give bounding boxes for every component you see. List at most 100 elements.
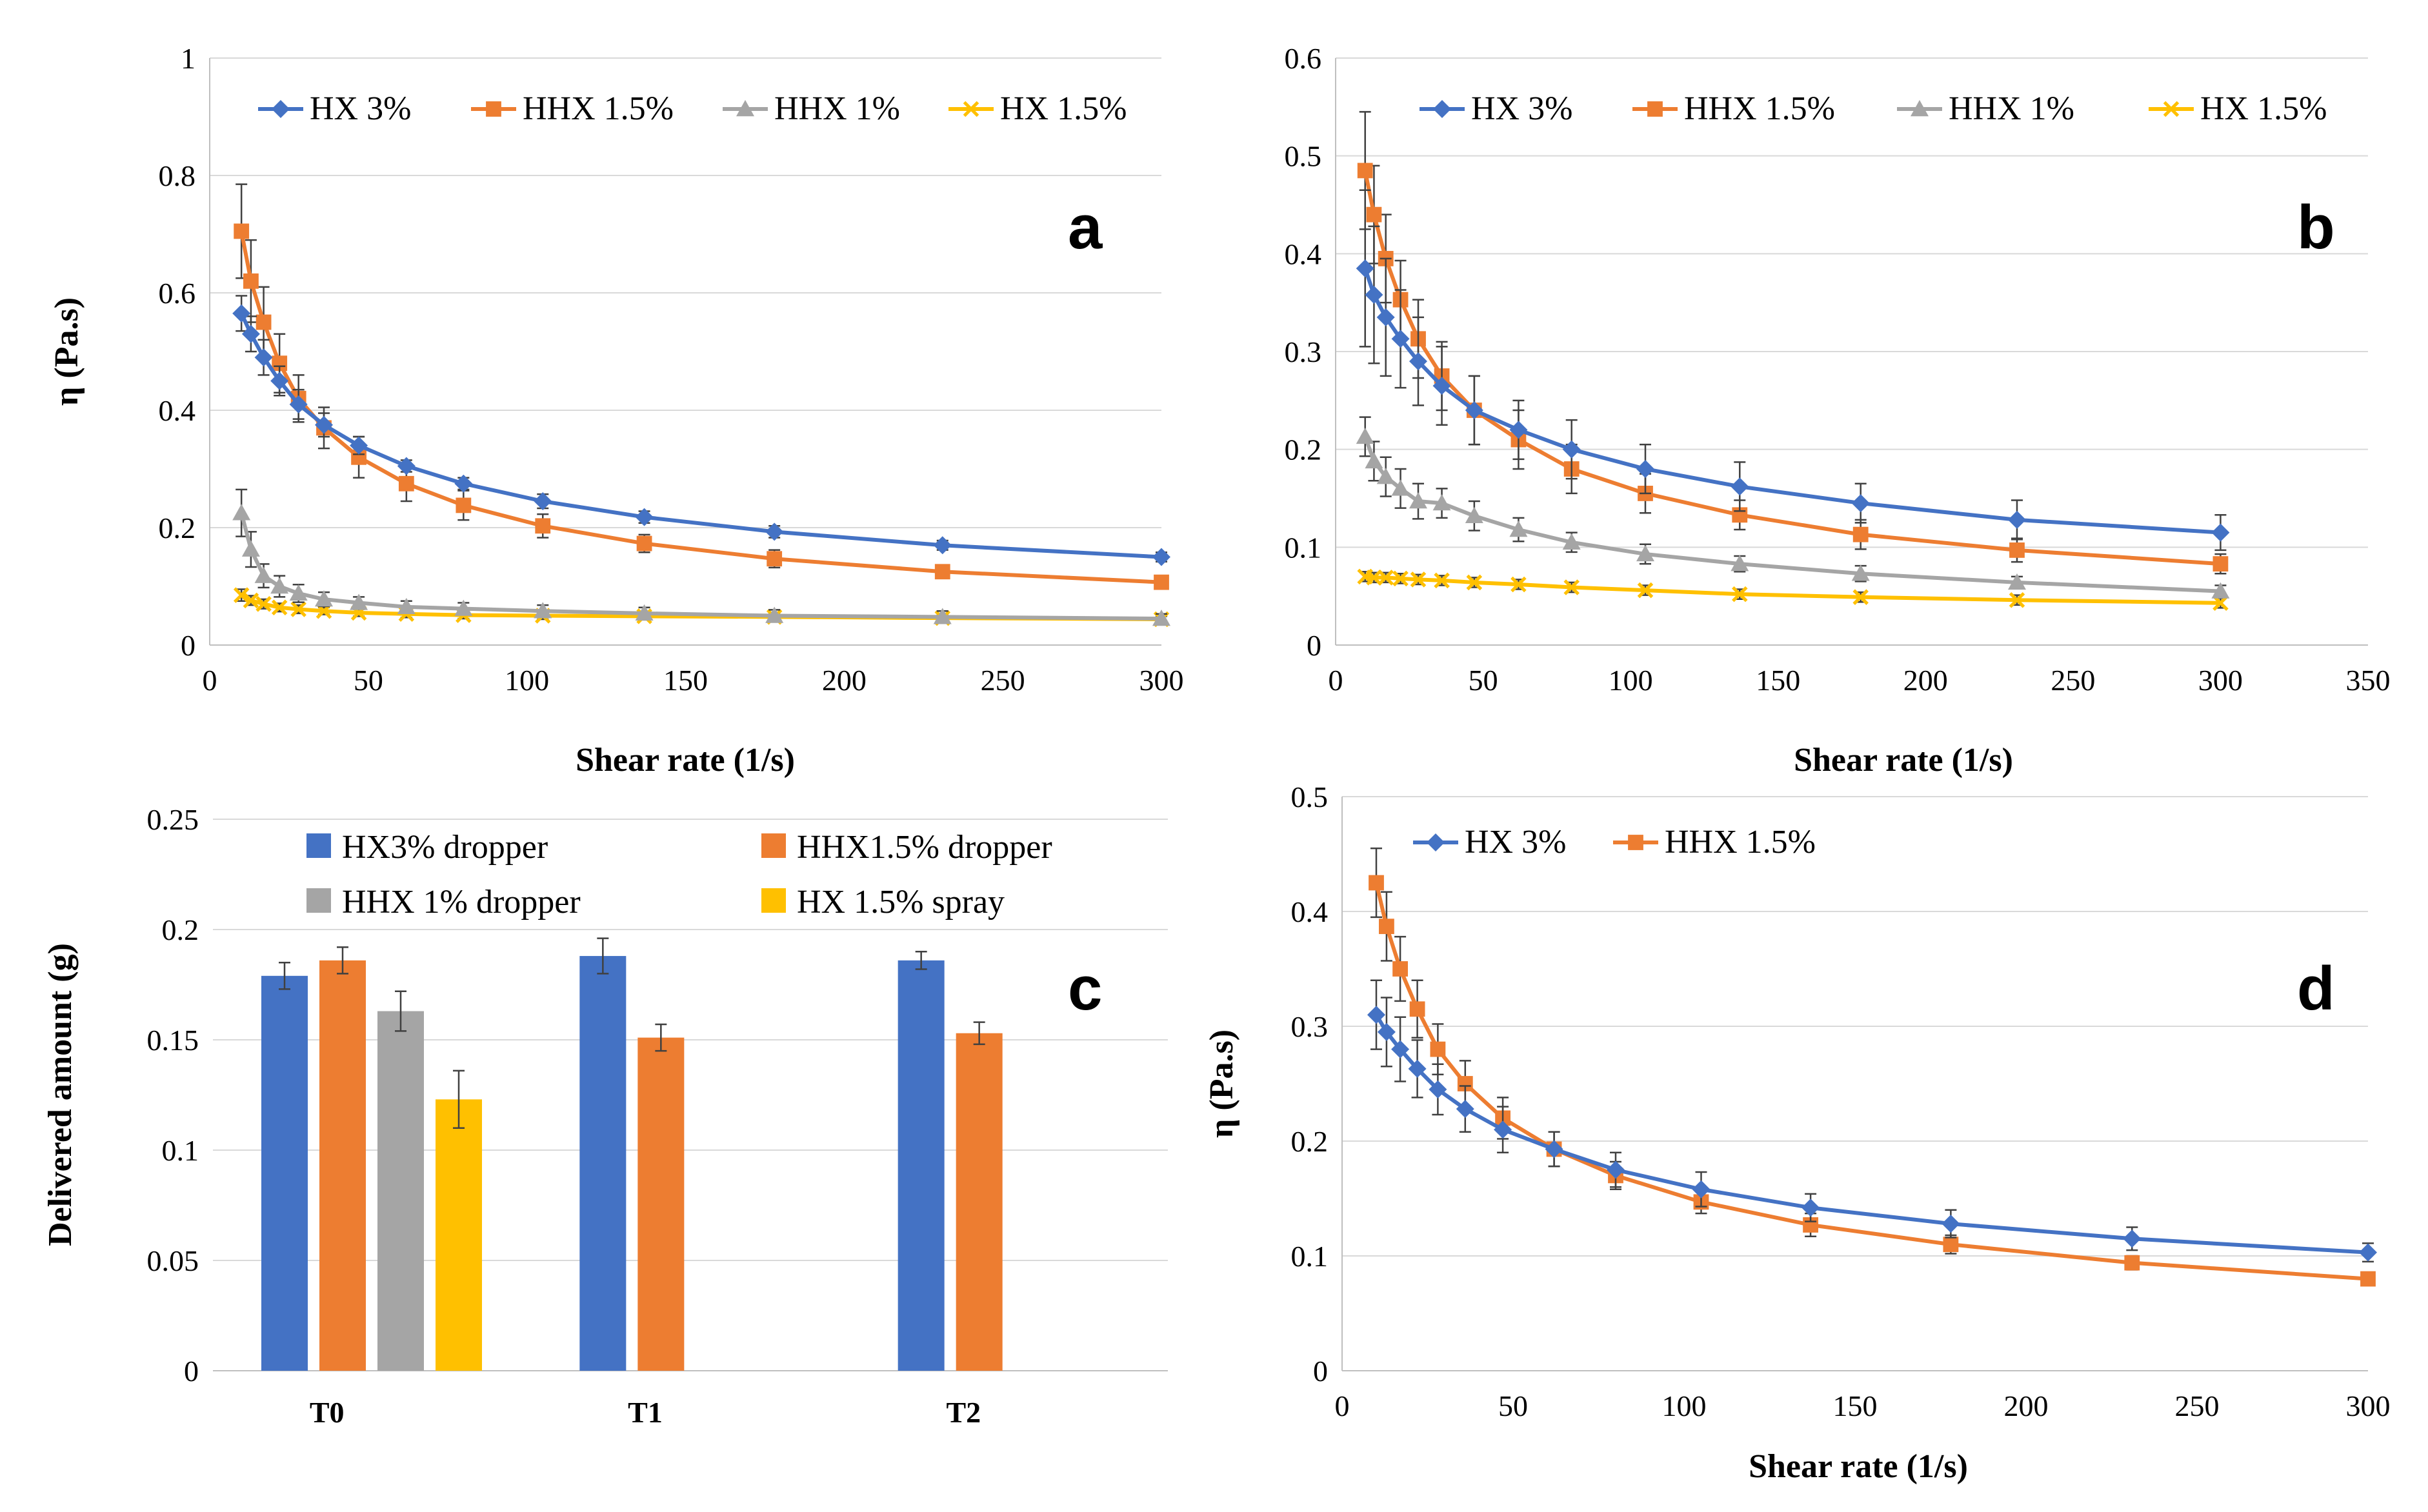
legend-entry: HHX 1% — [1897, 90, 2074, 127]
data-point — [2212, 556, 2229, 572]
data-point — [234, 223, 250, 239]
y-tick-label: 0.1 — [1291, 1240, 1329, 1273]
data-point — [1731, 477, 1749, 496]
y-tick-label: 0.6 — [1285, 42, 1322, 75]
x-tick-label: 50 — [354, 664, 383, 697]
data-point — [1409, 352, 1427, 371]
data-point — [1607, 1160, 1625, 1179]
data-point — [736, 100, 754, 117]
data-point — [256, 314, 272, 330]
series-line — [1363, 435, 2221, 593]
data-point — [534, 492, 552, 511]
x-tick-label: 300 — [2346, 1389, 2391, 1422]
bar — [579, 956, 627, 1371]
data-point — [397, 597, 416, 615]
y-tick-label: 0.05 — [147, 1244, 199, 1277]
data-point — [1391, 1040, 1410, 1059]
y-axis-title: η (Pa.s) — [48, 297, 85, 406]
data-point — [1357, 163, 1373, 179]
data-point — [254, 566, 273, 583]
data-point — [2008, 573, 2026, 590]
legend-label: HX 3% — [1471, 90, 1572, 127]
data-point — [535, 518, 551, 534]
data-point — [486, 101, 501, 117]
data-point — [2360, 1271, 2376, 1287]
y-axis-title: Delivered amount (g) — [42, 943, 79, 1246]
data-point — [1356, 259, 1374, 278]
data-point — [1154, 574, 1169, 590]
x-tick-label: 0 — [1335, 1389, 1350, 1422]
y-tick-label: 0.4 — [1291, 895, 1329, 928]
bar — [377, 1011, 424, 1371]
series-hhx-1-5- — [1369, 847, 2376, 1287]
series-line — [1365, 574, 2221, 605]
data-point — [933, 536, 952, 555]
legend-entry: HX 1.5% — [948, 90, 1127, 127]
legend-label: HHX 1.5% — [1684, 90, 1835, 127]
panel-letter: a — [1068, 193, 1103, 262]
data-point — [2124, 1255, 2140, 1271]
data-point — [398, 475, 414, 492]
y-tick-label: 0.2 — [1291, 1125, 1329, 1158]
legend-label: HX 3% — [1465, 824, 1566, 860]
legend-swatch — [306, 833, 331, 858]
series-line — [239, 512, 1162, 621]
data-point — [243, 273, 259, 289]
data-point — [1510, 576, 1527, 593]
legend-label: HHX 1% — [774, 90, 900, 127]
data-point — [1509, 521, 1528, 537]
series-hhx-1- — [232, 488, 1170, 626]
panel-letter: b — [2297, 193, 2335, 262]
x-tick-label: 0 — [203, 664, 217, 697]
data-point — [1432, 494, 1451, 511]
data-point — [1851, 564, 1870, 581]
data-point — [1366, 206, 1382, 223]
series-line — [239, 230, 1162, 584]
legend-entry: HHX 1.5% — [1632, 90, 1835, 127]
data-point — [232, 304, 251, 323]
series-hx-3- — [1356, 189, 2230, 552]
data-point — [1391, 330, 1410, 348]
data-point — [1465, 506, 1483, 523]
legend-label: HX3% dropper — [342, 829, 548, 866]
data-point — [1852, 589, 1869, 605]
error-bar — [973, 1021, 985, 1046]
data-point — [1563, 579, 1580, 595]
y-tick-label: 0.15 — [147, 1024, 199, 1057]
data-point — [1911, 100, 1929, 117]
data-point — [1636, 544, 1654, 562]
y-tick-label: 0.5 — [1291, 781, 1329, 813]
legend-label: HX 1.5% — [1000, 90, 1127, 127]
data-point — [1628, 835, 1643, 850]
data-point — [2009, 592, 2025, 608]
data-point — [1409, 1001, 1425, 1017]
legend-entry: HHX 1.5% — [471, 90, 674, 127]
series-hx-3- — [1367, 979, 2377, 1263]
data-point — [1391, 479, 1410, 496]
x-category-label: T0 — [310, 1396, 345, 1429]
data-point — [636, 535, 652, 552]
data-point — [1466, 574, 1483, 591]
data-point — [1434, 572, 1450, 589]
data-point — [1408, 1059, 1427, 1078]
legend-label: HHX 1% dropper — [342, 884, 581, 920]
data-point — [1731, 555, 1749, 572]
x-tick-label: 250 — [981, 664, 1025, 697]
data-point — [454, 599, 473, 616]
x-tick-label: 300 — [1139, 664, 1184, 697]
data-point — [765, 522, 784, 541]
x-axis-title: Shear rate (1/s) — [576, 742, 795, 779]
y-tick-label: 0.2 — [159, 512, 196, 544]
error-bar — [655, 1023, 667, 1052]
x-tick-label: 200 — [2004, 1389, 2049, 1422]
y-tick-label: 0.5 — [1285, 140, 1322, 173]
bar — [898, 960, 945, 1371]
data-point — [1376, 308, 1395, 326]
data-point — [254, 348, 273, 367]
data-point — [1392, 961, 1408, 977]
data-point — [1545, 1140, 1563, 1159]
y-tick-label: 0 — [1313, 1355, 1328, 1388]
data-point — [1152, 548, 1170, 566]
data-point — [397, 457, 416, 475]
data-point — [1852, 526, 1869, 542]
